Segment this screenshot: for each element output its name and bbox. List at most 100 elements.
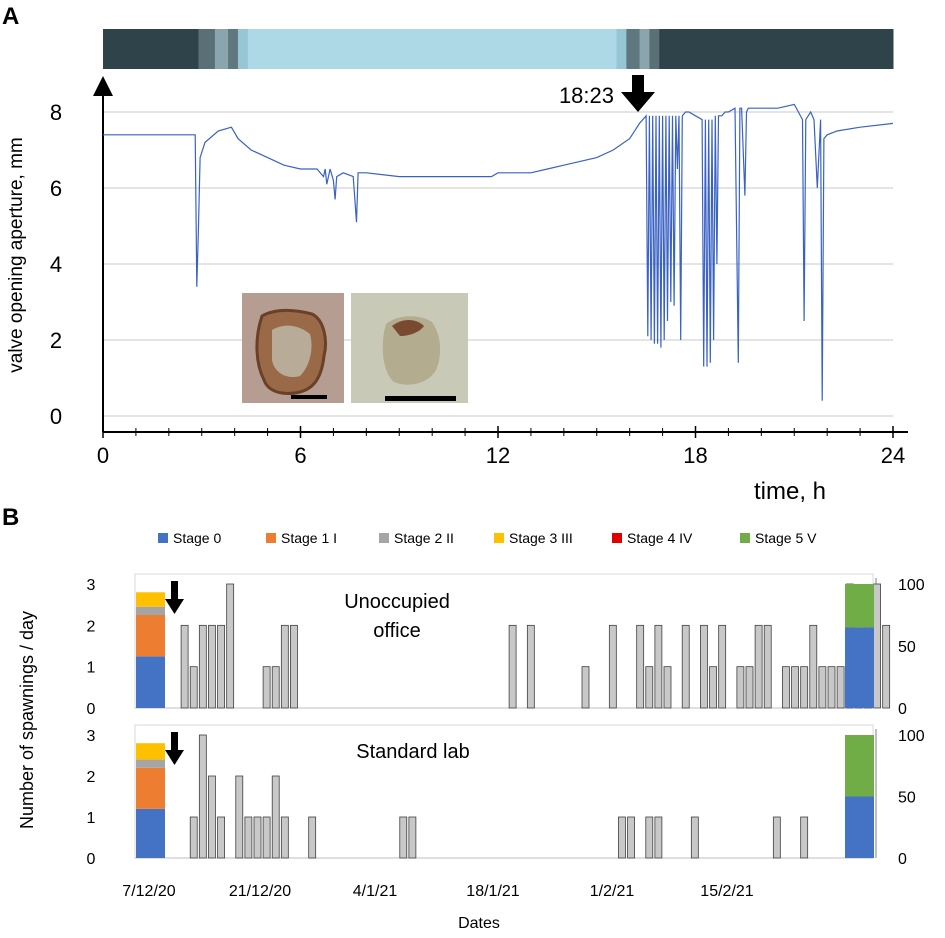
light-bar-segment bbox=[616, 29, 627, 69]
daily-spawning-bar bbox=[271, 666, 280, 709]
left-tick-label: 3 bbox=[87, 577, 96, 594]
daily-spawning-bar bbox=[271, 775, 280, 859]
daily-spawning-bar bbox=[280, 816, 289, 859]
daily-spawning-bar bbox=[208, 624, 216, 709]
final-percent-segment bbox=[845, 584, 874, 628]
stage-legend: Stage 0 Stage 1 I Stage 2 II Stage 3 III Sta… bbox=[158, 530, 817, 546]
legend-label: Stage 5 V bbox=[755, 530, 817, 546]
legend-swatch bbox=[740, 533, 750, 543]
y-tick-label: 2 bbox=[50, 328, 62, 353]
daily-spawning-bar bbox=[290, 624, 298, 709]
left-tick-label: 0 bbox=[87, 701, 96, 718]
light-bar-segment bbox=[228, 29, 239, 69]
daily-spawning-bar bbox=[736, 666, 745, 709]
legend-label: Stage 2 II bbox=[394, 530, 454, 546]
inset-photo-right bbox=[351, 293, 468, 403]
panel-a-xlabel: time, h bbox=[754, 478, 826, 505]
final-percent-segment bbox=[845, 627, 874, 708]
left-tick-label: 0 bbox=[87, 851, 96, 868]
daily-spawning-bar bbox=[791, 666, 799, 709]
daily-spawning-bar bbox=[508, 624, 517, 709]
valve-opening-line bbox=[103, 103, 894, 401]
final-percent-segment bbox=[845, 796, 874, 858]
light-dark-bar bbox=[103, 29, 894, 69]
initial-stack-segment bbox=[136, 656, 165, 708]
daily-spawning-bar bbox=[399, 816, 408, 859]
annotation-arrow-18-23 bbox=[621, 75, 655, 112]
daily-spawning-bar bbox=[198, 624, 207, 709]
legend-label: Stage 4 IV bbox=[627, 530, 693, 546]
date-tick-labels: 7/12/20 21/12/20 4/1/21 18/1/21 1/2/21 15/2/2… bbox=[122, 883, 753, 900]
daily-spawning-bar bbox=[645, 816, 654, 859]
inset-photo-left bbox=[242, 293, 344, 403]
daily-spawning-bar bbox=[654, 816, 663, 859]
daily-spawning-bar bbox=[800, 816, 809, 859]
panel-b-standard-lab: 0 1 2 3 0 50 100 bbox=[87, 724, 925, 868]
date-tick-label: 1/2/21 bbox=[590, 883, 635, 900]
daily-spawning-bar bbox=[189, 666, 198, 709]
initial-stack-segment bbox=[136, 606, 165, 615]
daily-spawning-bar bbox=[645, 666, 654, 709]
legend-label: Stage 1 I bbox=[281, 530, 337, 546]
initial-stack-segment bbox=[136, 615, 165, 657]
daily-spawning-bar bbox=[208, 775, 216, 859]
daily-spawning-bar bbox=[627, 816, 635, 859]
panel-b-ylabel: Number of spawnings / day bbox=[17, 611, 37, 829]
daily-spawning-bar bbox=[180, 624, 189, 709]
daily-spawning-bar bbox=[754, 624, 763, 709]
date-tick-label: 18/1/21 bbox=[466, 883, 519, 900]
panel-b-unoccupied-office: 0 1 2 3 0 50 100 bbox=[87, 573, 925, 718]
light-bar-segment bbox=[659, 29, 894, 69]
daily-spawning-bar bbox=[763, 624, 772, 709]
y-tick-label: 6 bbox=[50, 176, 62, 201]
panel-a-ylabel: valve opening aperture, mm bbox=[6, 137, 27, 373]
daily-spawning-bar bbox=[873, 583, 881, 709]
date-tick-label: 21/12/20 bbox=[229, 883, 291, 900]
daily-spawning-bar bbox=[836, 666, 845, 709]
left-tick-label: 1 bbox=[87, 810, 96, 827]
daily-spawning-bar bbox=[235, 775, 244, 859]
final-percent-segment bbox=[845, 735, 874, 797]
daily-spawning-bar bbox=[745, 666, 754, 709]
daily-spawning-bar bbox=[700, 624, 708, 709]
date-tick-label: 7/12/20 bbox=[122, 883, 175, 900]
daily-spawning-bar bbox=[800, 666, 809, 709]
daily-spawning-bar bbox=[526, 624, 535, 709]
x-tick-label: 0 bbox=[97, 443, 109, 468]
daily-spawning-bar bbox=[262, 666, 271, 709]
initial-stack-segment bbox=[136, 767, 165, 809]
light-bar-segment bbox=[247, 29, 618, 69]
daily-spawning-bar bbox=[189, 816, 198, 859]
daily-spawning-bar bbox=[681, 624, 690, 709]
light-bar-segment bbox=[237, 29, 249, 69]
right-tick-label: 0 bbox=[898, 701, 907, 718]
chart-title-unoccupied-line1: Unoccupied bbox=[344, 591, 450, 613]
daily-spawning-bar bbox=[198, 734, 207, 859]
legend-swatch bbox=[379, 533, 389, 543]
daily-spawning-bar bbox=[818, 666, 827, 709]
legend-swatch bbox=[266, 533, 276, 543]
light-bar-segment bbox=[626, 29, 641, 69]
daily-spawning-bar bbox=[280, 624, 289, 709]
left-tick-label: 2 bbox=[87, 618, 96, 635]
panel-a-letter: A bbox=[2, 3, 19, 30]
initial-stack-segment bbox=[136, 808, 165, 858]
daily-spawning-bar bbox=[636, 624, 645, 709]
date-tick-label: 15/2/21 bbox=[700, 883, 753, 900]
daily-spawning-bar bbox=[709, 666, 717, 709]
daily-spawning-bar bbox=[809, 624, 818, 709]
right-tick-label: 50 bbox=[898, 790, 916, 807]
daily-spawning-bar bbox=[226, 583, 235, 709]
daily-spawning-bar bbox=[408, 816, 417, 859]
right-tick-label: 100 bbox=[898, 577, 925, 594]
daily-spawning-bar bbox=[827, 666, 836, 709]
initial-stack-segment bbox=[136, 592, 165, 607]
daily-spawning-bar bbox=[253, 816, 262, 859]
daily-spawning-bar bbox=[772, 816, 781, 859]
daily-spawning-bar bbox=[663, 666, 672, 709]
daily-spawning-bar bbox=[262, 816, 271, 859]
right-tick-label: 50 bbox=[898, 639, 916, 656]
y-tick-label: 4 bbox=[50, 252, 62, 277]
legend-swatch bbox=[494, 533, 504, 543]
right-tick-label: 100 bbox=[898, 728, 925, 745]
